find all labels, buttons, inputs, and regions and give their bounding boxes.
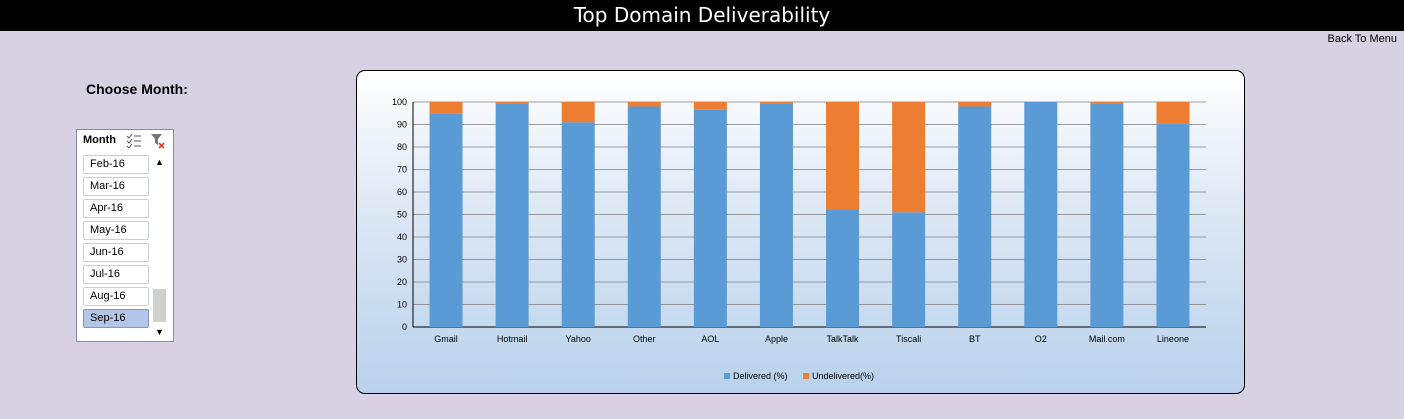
x-tick-label: Mail.com: [1089, 334, 1125, 344]
chevron-down-icon[interactable]: ▼: [155, 327, 164, 337]
bar-delivered-other: [627, 106, 661, 327]
y-tick-label: 90: [397, 120, 407, 130]
x-tick-label: TalkTalk: [827, 334, 860, 344]
bar-delivered-yahoo: [561, 122, 595, 327]
bar-undelivered-other: [627, 102, 661, 107]
y-tick-label: 100: [392, 97, 407, 107]
scrollbar-thumb[interactable]: [153, 289, 166, 322]
page-title: Top Domain Deliverability: [0, 0, 1404, 31]
x-tick-label: O2: [1035, 334, 1047, 344]
bar-delivered-aol: [693, 109, 727, 327]
bar-undelivered-talktalk: [826, 102, 860, 210]
bar-undelivered-aol: [693, 102, 727, 110]
bar-delivered-apple: [759, 103, 793, 327]
x-tick-label: Hotmail: [497, 334, 528, 344]
slicer-item-sep-16[interactable]: Sep-16: [83, 309, 149, 328]
bar-delivered-tiscali: [892, 212, 926, 327]
bar-delivered-o2: [1024, 102, 1058, 327]
slicer-header: Month: [77, 130, 173, 152]
x-tick-label: Gmail: [434, 334, 458, 344]
y-tick-label: 60: [397, 187, 407, 197]
x-tick-label: Tiscali: [896, 334, 921, 344]
deliverability-chart: 0 10 20 30 40 50 60 70 80 90 100 Gmail Hotmail Yahoo O…: [356, 70, 1245, 394]
slicer-item-jun-16[interactable]: Jun-16: [83, 243, 149, 262]
bar-undelivered-mailcom: [1090, 102, 1124, 104]
slicer-scrollbar[interactable]: ▲ ▼: [153, 155, 166, 338]
legend-swatch: [803, 373, 809, 379]
y-tick-label: 50: [397, 210, 407, 220]
y-tick-label: 30: [397, 255, 407, 265]
y-tick-label: 40: [397, 232, 407, 242]
legend-swatch: [724, 373, 730, 379]
multi-select-icon[interactable]: [126, 133, 142, 148]
bar-undelivered-apple: [759, 102, 793, 104]
slicer-item-apr-16[interactable]: Apr-16: [83, 199, 149, 218]
bar-delivered-gmail: [429, 113, 463, 327]
x-tick-label: Apple: [765, 334, 788, 344]
slicer-item-aug-16[interactable]: Aug-16: [83, 287, 149, 306]
bar-delivered-bt: [958, 106, 992, 327]
slicer-item-may-16[interactable]: May-16: [83, 221, 149, 240]
slicer-item-jul-16[interactable]: Jul-16: [83, 265, 149, 284]
x-tick-label: AOL: [701, 334, 719, 344]
back-to-menu-link[interactable]: Back To Menu: [1327, 33, 1397, 45]
slicer-item-feb-16[interactable]: Feb-16: [83, 155, 149, 174]
slicer-item-mar-16[interactable]: Mar-16: [83, 177, 149, 196]
x-tick-label: Other: [633, 334, 656, 344]
x-tick-label: Lineone: [1157, 334, 1189, 344]
bar-undelivered-tiscali: [892, 102, 926, 213]
bar-delivered-lineone: [1156, 123, 1190, 327]
y-tick-label: 70: [397, 165, 407, 175]
bar-undelivered-gmail: [429, 102, 463, 114]
slicer-items: Feb-16 Mar-16 Apr-16 May-16 Jun-16 Jul-16 Aug-…: [83, 155, 149, 331]
y-tick-label: 80: [397, 142, 407, 152]
y-tick-label: 10: [397, 300, 407, 310]
choose-month-label: Choose Month:: [86, 81, 188, 97]
clear-filter-icon[interactable]: [150, 133, 166, 149]
bar-undelivered-bt: [958, 102, 992, 107]
x-tick-label: BT: [969, 334, 981, 344]
chart-svg: 0 10 20 30 40 50 60 70 80 90 100 Gmail Hotmail Yahoo O…: [392, 97, 1206, 381]
bar-undelivered-hotmail: [495, 102, 529, 104]
bar-undelivered-yahoo: [561, 102, 595, 123]
bar-delivered-mailcom: [1090, 103, 1124, 327]
chevron-up-icon[interactable]: ▲: [155, 157, 164, 167]
bar-undelivered-lineone: [1156, 102, 1190, 124]
x-tick-label: Yahoo: [566, 334, 591, 344]
bar-delivered-talktalk: [826, 210, 860, 327]
month-slicer: Month Feb-16 Mar-16 Apr-16 May-16 Jun-16 Jul-…: [76, 129, 174, 342]
slicer-title: Month: [83, 134, 116, 146]
y-tick-label: 20: [397, 277, 407, 287]
legend-label: Undelivered(%): [812, 371, 874, 381]
legend-label: Delivered (%): [733, 371, 788, 381]
bar-delivered-hotmail: [495, 103, 529, 327]
y-tick-label: 0: [402, 322, 407, 332]
